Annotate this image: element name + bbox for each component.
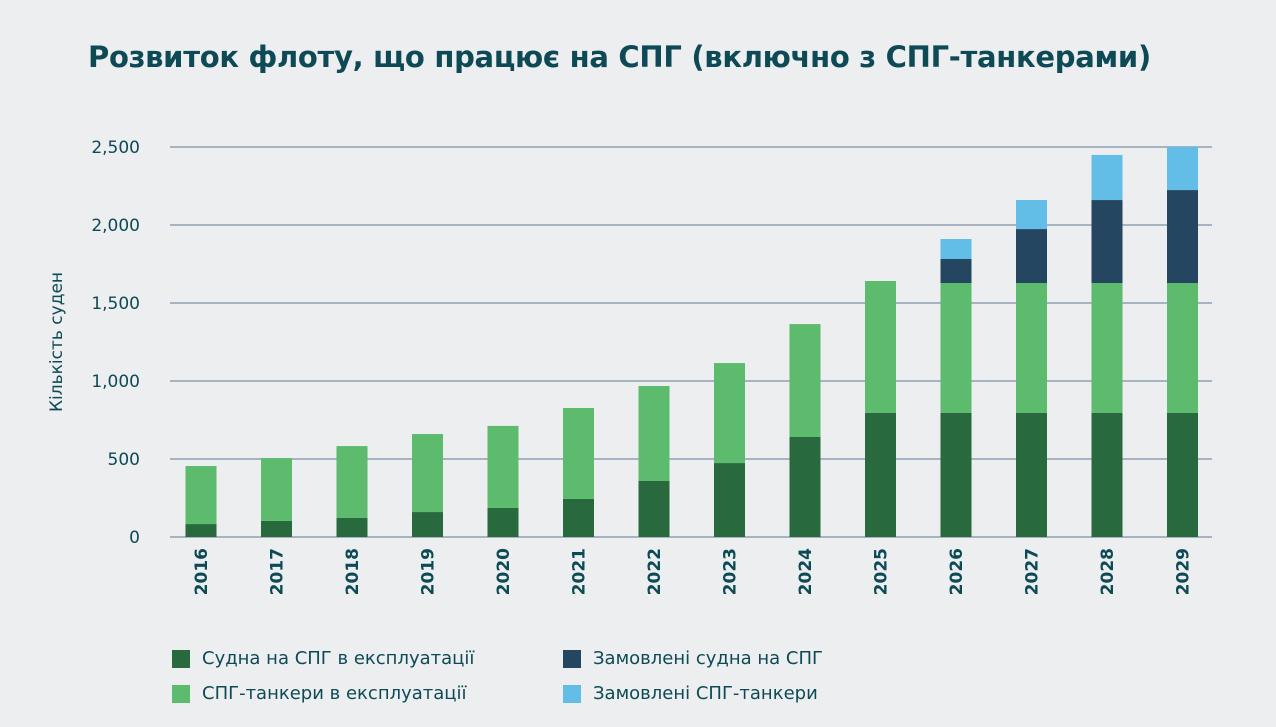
bar-segment [487, 425, 519, 508]
bar-segment [261, 520, 292, 537]
x-tick-label: 2028 [1098, 548, 1118, 595]
bar-segment [185, 466, 217, 525]
bar-segment [940, 283, 972, 413]
x-tick-label: 2024 [796, 548, 816, 595]
bar-segment [865, 281, 896, 413]
bar-segment [1016, 200, 1047, 230]
x-tick-label: 2025 [872, 548, 892, 595]
y-tick-label: 500 [108, 450, 140, 470]
y-tick-label: 2,000 [91, 216, 140, 236]
x-tick-label: 2026 [947, 548, 967, 595]
y-tick-label: 2,500 [91, 138, 140, 158]
bar-segment [1091, 412, 1123, 537]
bar-segment [336, 446, 368, 518]
chart-title: Розвиток флоту, що працює на СПГ (включн… [88, 40, 1151, 74]
legend-label: Замовлені судна на СПГ [593, 648, 823, 669]
bar-segment [714, 463, 745, 537]
bar-segment [1167, 190, 1198, 284]
x-tick-label: 2021 [570, 548, 590, 595]
x-tick-label: 2018 [343, 548, 363, 595]
x-tick-label: 2022 [645, 548, 665, 595]
bar-segment [1016, 412, 1047, 537]
legend-item: СПГ-танкери в експлуатації [172, 683, 467, 704]
bar-segment [865, 412, 896, 537]
x-tick-label: 2029 [1174, 548, 1194, 595]
bar-segment [563, 498, 594, 537]
bar-segment [1016, 283, 1047, 413]
x-tick-label: 2027 [1023, 548, 1043, 595]
legend-swatch [563, 684, 581, 703]
legend-label: Судна на СПГ в експлуатації [202, 648, 475, 669]
legend-swatch [172, 649, 190, 668]
legend-swatch [563, 649, 581, 668]
bar-segment [261, 458, 292, 521]
bar-segment [412, 434, 443, 513]
bar-segment [1091, 200, 1123, 284]
x-tick-label: 2020 [494, 548, 514, 595]
y-tick-label: 1,500 [91, 294, 140, 314]
y-tick-label: 1,000 [91, 372, 140, 392]
bar-segment [940, 412, 972, 537]
bar-segment [1091, 283, 1123, 413]
bar-segment [563, 407, 594, 499]
bar-segment [940, 239, 972, 260]
bar-segment [336, 517, 368, 537]
bar-segment [714, 363, 745, 464]
bar-segment [1167, 147, 1198, 191]
x-tick-label: 2016 [192, 548, 212, 595]
bar-segment [638, 480, 670, 537]
bar-segment [1091, 154, 1123, 201]
bar-segment [1016, 229, 1047, 284]
legend-label: Замовлені СПГ-танкери [593, 683, 818, 704]
bar-segment [1167, 412, 1198, 537]
legend-item: Замовлені СПГ-танкери [563, 683, 818, 704]
x-tick-label: 2023 [721, 548, 741, 595]
bar-segment [638, 385, 670, 481]
bar-segment [412, 512, 443, 537]
legend-item: Замовлені судна на СПГ [563, 648, 823, 669]
bar-segment [789, 324, 821, 438]
bar-segment [940, 259, 972, 284]
legend-label: СПГ-танкери в експлуатації [202, 683, 467, 704]
bar-segment [185, 524, 217, 537]
bar-segment [487, 507, 519, 537]
legend-item: Судна на СПГ в експлуатації [172, 648, 474, 669]
x-tick-label: 2017 [268, 548, 288, 595]
bar-segment [789, 437, 821, 537]
bar-segment [1167, 283, 1198, 413]
y-axis-label: Кількість суден [47, 272, 67, 412]
legend-swatch [172, 684, 190, 703]
x-tick-label: 2019 [419, 548, 439, 595]
y-tick-label: 0 [129, 528, 140, 548]
